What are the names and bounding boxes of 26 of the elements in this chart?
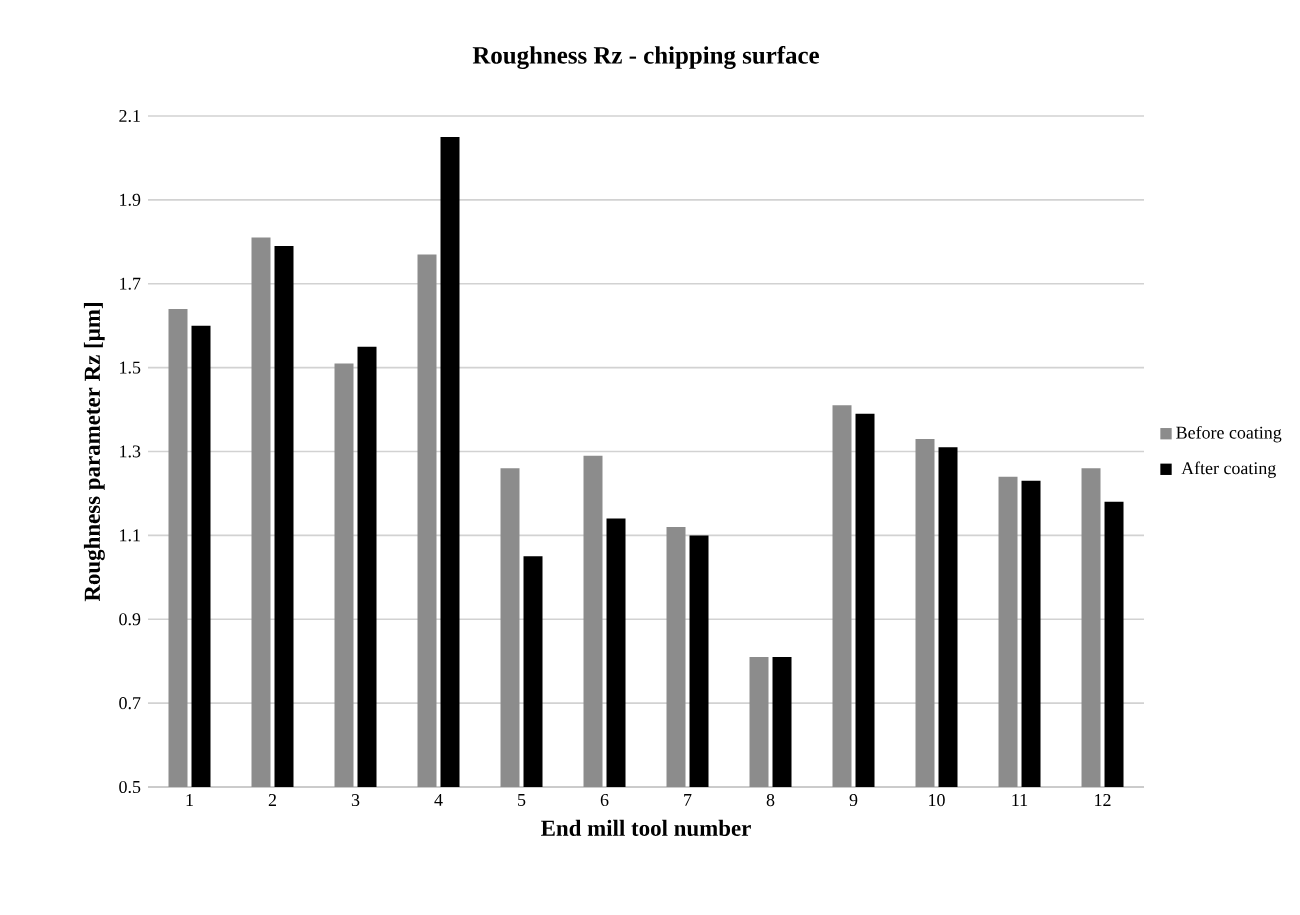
y-tick-label: 1.3 <box>120 445 141 458</box>
x-tick-label: 7 <box>684 794 692 806</box>
y-tick-label: 1.7 <box>120 277 141 290</box>
x-tick-label: 10 <box>929 794 945 807</box>
x-tick-label: 4 <box>434 794 443 806</box>
x-tick-label: 1 <box>186 794 193 806</box>
legend-label: Before coating <box>1176 425 1282 443</box>
y-tick-label: 1.9 <box>120 193 141 206</box>
chart-title: Roughness Rz - chipping surface <box>472 45 819 69</box>
x-tick-label: 5 <box>518 794 526 806</box>
x-tick-label: 3 <box>351 794 360 807</box>
x-axis-title: End mill tool number <box>541 819 751 836</box>
legend-label: After coating <box>1181 461 1276 478</box>
x-tick-label: 2 <box>268 794 276 806</box>
y-tick-label: 0.7 <box>119 697 141 710</box>
x-tick-label: 11 <box>1012 794 1028 806</box>
y-tick-label: 0.9 <box>119 613 141 626</box>
y-tick-label: 0.5 <box>119 780 141 794</box>
y-tick-label: 1.5 <box>120 361 141 374</box>
x-tick-label: 9 <box>849 794 858 807</box>
y-axis-title: Roughness parameter Rz [µm] <box>83 303 105 602</box>
y-tick-label: 2.1 <box>119 109 140 123</box>
x-tick-label: 6 <box>600 794 609 807</box>
y-tick-label: 1.1 <box>120 529 140 542</box>
x-tick-label: 8 <box>766 794 775 807</box>
x-tick-label: 12 <box>1095 794 1111 806</box>
